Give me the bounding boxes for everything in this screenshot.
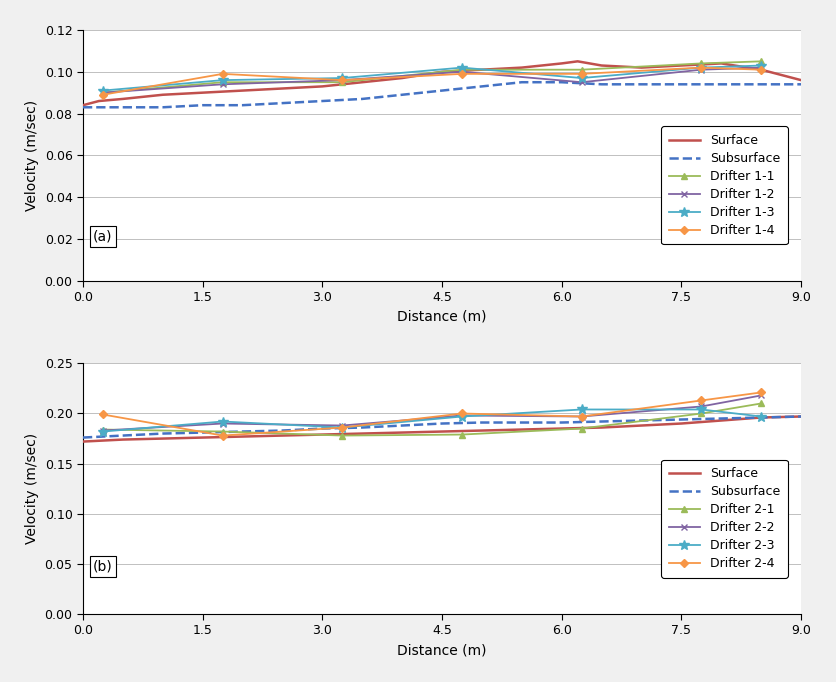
Legend: Surface, Subsurface, Drifter 1-1, Drifter 1-2, Drifter 1-3, Drifter 1-4: Surface, Subsurface, Drifter 1-1, Drifte… xyxy=(661,126,788,244)
Legend: Surface, Subsurface, Drifter 2-1, Drifter 2-2, Drifter 2-3, Drifter 2-4: Surface, Subsurface, Drifter 2-1, Drifte… xyxy=(661,460,788,578)
Y-axis label: Velocity (m/sec): Velocity (m/sec) xyxy=(25,100,39,211)
Y-axis label: Velocity (m/sec): Velocity (m/sec) xyxy=(25,433,39,544)
X-axis label: Distance (m): Distance (m) xyxy=(397,643,487,657)
Text: (a): (a) xyxy=(93,229,113,243)
X-axis label: Distance (m): Distance (m) xyxy=(397,310,487,324)
Text: (b): (b) xyxy=(93,560,113,574)
